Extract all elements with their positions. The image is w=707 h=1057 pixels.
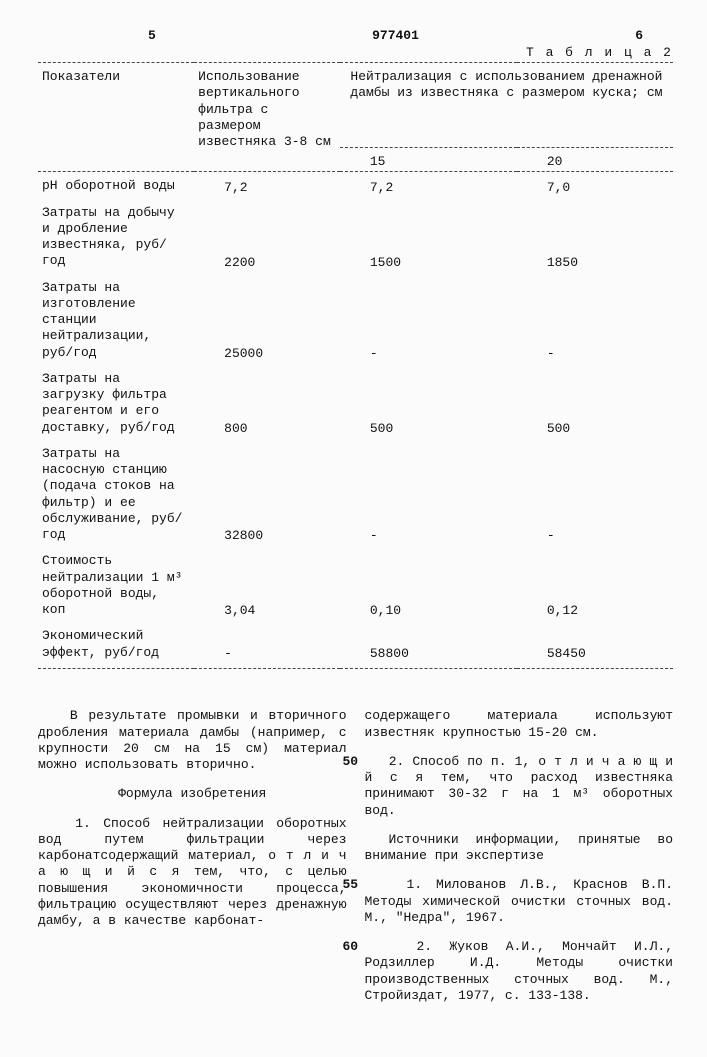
table-row: Затраты на насосную станцию (подача сток… [38, 444, 673, 546]
table-row: pH оборотной воды7,27,27,0 [38, 176, 673, 196]
cell-dam-15: 500 [340, 369, 517, 438]
cell-dam-15: - [340, 444, 517, 546]
row-label: Стоимость нейтрализации 1 м³ оборотной в… [38, 551, 194, 620]
page-header: 5 977401 6 [38, 28, 673, 43]
cell-dam-20: 1850 [517, 203, 673, 272]
body-text: В результате промывки и вторичного дробл… [38, 695, 673, 1017]
cell-dam-20: - [517, 278, 673, 363]
cell-dam-15: 0,10 [340, 551, 517, 620]
formula-title: Формула изобретения [38, 786, 347, 802]
page-number-left: 5 [148, 28, 156, 43]
col-header-20: 20 [517, 152, 673, 172]
page: 5 977401 6 Т а б л и ц а 2 Показатели Ис… [0, 0, 707, 1057]
data-table: Показатели Использование вертикального ф… [38, 62, 673, 673]
row-label: Затраты на насосную станцию (подача сток… [38, 444, 194, 546]
cell-dam-20: - [517, 444, 673, 546]
cell-dam-20: 7,0 [517, 176, 673, 196]
row-label: Затраты на загрузку фильтра реагентом и … [38, 369, 194, 438]
cell-filter: 800 [194, 369, 340, 438]
cell-filter: 32800 [194, 444, 340, 546]
line-number-60: 60 [343, 939, 359, 955]
table-row: Экономический эффект, руб/год-5880058450 [38, 626, 673, 663]
row-label: Экономический эффект, руб/год [38, 626, 194, 663]
cell-dam-15: 1500 [340, 203, 517, 272]
table-row: Стоимость нейтрализации 1 м³ оборотной в… [38, 551, 673, 620]
page-number-right: 6 [635, 28, 643, 43]
cell-dam-20: 58450 [517, 626, 673, 663]
cell-dam-15: 7,2 [340, 176, 517, 196]
left-column: В результате промывки и вторичного дробл… [38, 695, 347, 1017]
cell-dam-20: 0,12 [517, 551, 673, 620]
right-column: содержащего материала используют известн… [365, 695, 674, 1017]
cell-dam-20: 500 [517, 369, 673, 438]
row-label: pH оборотной воды [38, 176, 194, 196]
sources-title: Источники информации, принятые во вниман… [365, 832, 674, 865]
cell-dam-15: 58800 [340, 626, 517, 663]
doc-number: 977401 [372, 28, 419, 43]
table-caption: Т а б л и ц а 2 [38, 45, 673, 60]
line-number-50: 50 [343, 754, 359, 770]
left-para-2: 1. Способ нейтрализации оборотных вод пу… [38, 816, 347, 930]
right-para-2: 50 2. Способ по п. 1, о т л и ч а ю щ и … [365, 754, 674, 819]
cell-filter: - [194, 626, 340, 663]
cell-filter: 7,2 [194, 176, 340, 196]
cell-dam-15: - [340, 278, 517, 363]
table-row: Затраты на загрузку фильтра реагентом и … [38, 369, 673, 438]
cell-filter: 25000 [194, 278, 340, 363]
col-header-indicators: Показатели [38, 67, 194, 152]
right-para-1: содержащего материала используют известн… [365, 708, 674, 741]
source-2: 60 2. Жуков А.И., Мончайт И.Л., Родзилле… [365, 939, 674, 1004]
line-number-55: 55 [343, 877, 359, 893]
col-header-neutralization: Нейтрализация с использованием дренажной… [340, 67, 673, 148]
left-para-1: В результате промывки и вторичного дробл… [38, 708, 347, 773]
row-label: Затраты на изготовление станции нейтрали… [38, 278, 194, 363]
col-header-15: 15 [340, 152, 517, 172]
table-row: Затраты на добычу и дробление известняка… [38, 203, 673, 272]
row-label: Затраты на добычу и дробление известняка… [38, 203, 194, 272]
col-header-filter: Использование вертикального фильтра с ра… [194, 67, 340, 152]
cell-filter: 3,04 [194, 551, 340, 620]
cell-filter: 2200 [194, 203, 340, 272]
source-1: 55 1. Милованов Л.В., Краснов В.П. Метод… [365, 877, 674, 926]
table-row: Затраты на изготовление станции нейтрали… [38, 278, 673, 363]
